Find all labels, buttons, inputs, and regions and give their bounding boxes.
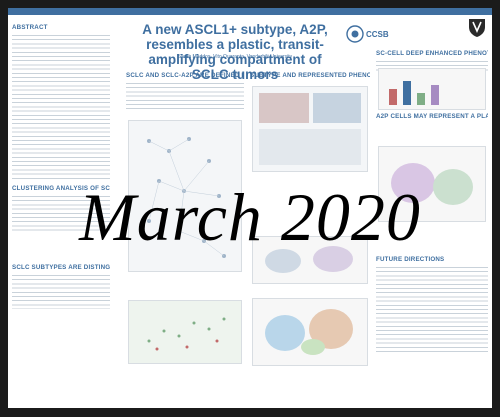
date-overlay: March 2020 (0, 180, 500, 254)
ccsb-logo-text: CCSB (366, 30, 389, 39)
section-heading-single-cell: SC-CELL DEEP ENHANCED PHENOTYPE AND GENE… (376, 50, 488, 57)
heatmap-figure (252, 86, 368, 172)
umap-figure-b (252, 298, 368, 366)
heatmap-icon (253, 87, 367, 171)
abstract-text-block (12, 33, 110, 181)
ccsb-logo-icon: CCSB (346, 22, 392, 46)
drug-text-block (12, 273, 110, 309)
scatter-plot-icon (129, 301, 241, 363)
subtypes-a-text-block (126, 81, 244, 111)
poster-top-bar (8, 8, 492, 15)
section-heading-a2p-cells: A2P CELLS MAY REPRESENT A PLASTIC STABLE… (376, 113, 488, 120)
poster-column-4b: FUTURE DIRECTIONS (376, 254, 488, 402)
bar-plot-icon (379, 69, 485, 109)
bar-figure (378, 68, 486, 110)
umap-clusters-icon (253, 299, 367, 365)
section-heading-abstract: ABSTRACT (12, 24, 110, 31)
section-heading-future: FUTURE DIRECTIONS (376, 256, 488, 263)
poster-authors: Sarah Maddox, Vito Quaranta, Vanderbilt … (130, 54, 340, 60)
section-heading-subtypes-a: SCLC AND SCLC-A2P ARE DEFINED BY PHENOTY… (126, 72, 244, 79)
section-heading-subtypes-b: SUBTYPE AND REPRESENTED PHENOTYPES AND M… (250, 72, 370, 79)
section-heading-drug: SCLC SUBTYPES ARE DISTINGUISHED BY GENE … (12, 264, 110, 271)
scatter-figure (128, 300, 242, 364)
future-text-block (376, 265, 488, 353)
vanderbilt-logo-icon (468, 18, 486, 38)
